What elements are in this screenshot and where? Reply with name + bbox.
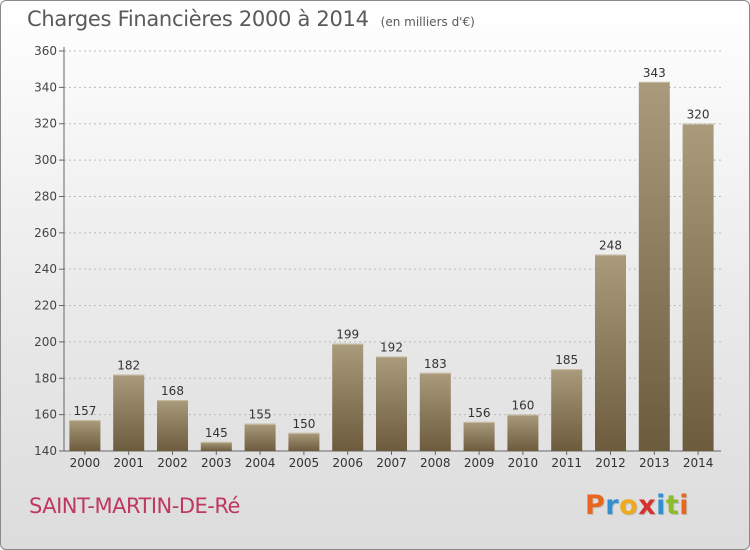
y-tick-label: 220	[34, 299, 57, 313]
data-label: 343	[643, 66, 666, 80]
y-tick-label: 280	[34, 189, 57, 203]
data-label: 168	[161, 384, 184, 398]
x-tick-label: 2003	[201, 456, 232, 470]
x-tick-label: 2013	[639, 456, 670, 470]
data-label: 156	[468, 406, 491, 420]
bar	[69, 420, 101, 451]
x-tick-label: 2006	[332, 456, 363, 470]
x-tick-label: 2010	[508, 456, 539, 470]
chart-subtitle: (en milliers d'€)	[380, 15, 475, 29]
bar	[507, 414, 539, 451]
data-label: 192	[380, 340, 403, 354]
bar	[595, 254, 626, 451]
data-label: 145	[205, 426, 228, 440]
bar	[638, 81, 670, 451]
y-tick-label: 200	[34, 335, 57, 349]
x-tick-label: 2002	[157, 456, 188, 470]
data-label: 199	[336, 328, 359, 342]
data-label: 183	[424, 357, 447, 371]
x-tick-label: 2005	[289, 456, 320, 470]
bar	[332, 343, 364, 451]
bar	[682, 123, 714, 452]
data-label: 248	[599, 239, 622, 253]
chart-title-text: Charges Financières 2000 à 2014	[27, 7, 369, 31]
y-tick-label: 160	[34, 408, 57, 422]
y-tick-label: 140	[34, 444, 57, 458]
y-tick-label: 240	[34, 262, 57, 276]
data-label: 150	[292, 417, 315, 431]
bar	[200, 441, 232, 451]
data-label: 185	[555, 353, 578, 367]
logo-letter: x	[638, 490, 657, 521]
data-label: 157	[73, 404, 96, 418]
y-tick-label: 340	[34, 80, 57, 94]
logo-letter: r	[605, 490, 620, 521]
bars	[69, 81, 714, 452]
data-label: 320	[687, 108, 710, 122]
bar	[551, 369, 583, 451]
x-tick-label: 2000	[70, 456, 101, 470]
bar	[288, 432, 320, 451]
y-tick-label: 180	[34, 371, 57, 385]
x-tick-label: 2009	[464, 456, 495, 470]
y-tick-label: 260	[34, 226, 57, 240]
x-tick-label: 2011	[551, 456, 582, 470]
y-tick-label: 300	[34, 153, 57, 167]
x-tick-label: 2001	[113, 456, 144, 470]
bar	[113, 374, 145, 451]
bar	[376, 356, 407, 451]
logo-letter: i	[656, 490, 666, 521]
logo-letter: o	[619, 490, 639, 521]
x-tick-label: 2004	[245, 456, 276, 470]
labels: 140 160 180 200 220 240 260 280 300 320 340 360 157 2…	[34, 44, 713, 470]
x-tick-label: 2014	[683, 456, 714, 470]
logo-letter: P	[585, 490, 606, 521]
commune-name: SAINT-MARTIN-DE-Ré	[29, 494, 240, 518]
x-tick-label: 2007	[376, 456, 407, 470]
proxiti-logo: Proxiti	[585, 490, 689, 521]
logo-letter: t	[665, 490, 680, 521]
data-label: 182	[117, 359, 140, 373]
x-tick-label: 2012	[595, 456, 626, 470]
y-tick-label: 320	[34, 117, 57, 131]
bar	[419, 372, 451, 451]
bar	[157, 400, 188, 451]
bar	[463, 421, 495, 451]
logo-letter: i	[679, 490, 690, 521]
y-tick-label: 360	[34, 44, 57, 58]
data-label: 160	[511, 399, 534, 413]
chart-title: Charges Financières 2000 à 2014 (en milli…	[27, 7, 475, 31]
x-tick-label: 2008	[420, 456, 451, 470]
bar	[244, 423, 276, 451]
data-label: 155	[249, 408, 272, 422]
